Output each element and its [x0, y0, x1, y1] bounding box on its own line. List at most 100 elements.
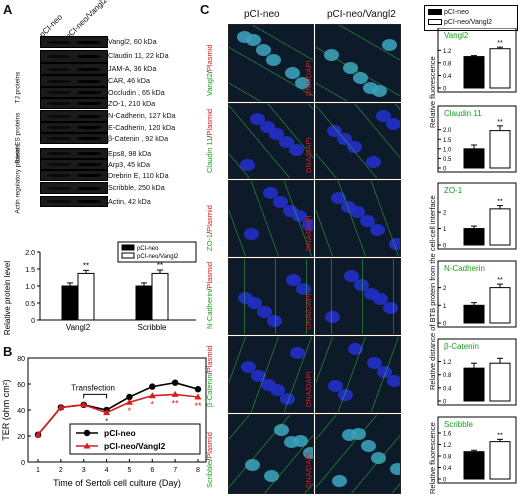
nucleus [382, 39, 397, 51]
blot-strip [40, 36, 108, 48]
nucleus [279, 136, 294, 148]
legend-label: pCI-neo [104, 428, 136, 438]
y-axis-label: Relative protein level [3, 261, 12, 335]
category-label: Vangl2 [66, 323, 91, 332]
blot-strip [40, 122, 108, 133]
membrane-stain [229, 104, 313, 178]
y-tick-label: 1.5 [25, 267, 35, 274]
blot-strip [40, 50, 108, 63]
nucleus [348, 343, 363, 355]
micrograph-row-label-dna: DNA/DAPI [304, 453, 313, 488]
legend-box [69, 423, 201, 455]
membrane-stain [316, 104, 400, 178]
mini-bar-chart: 0 0.4 0.8 1.2 1.6 Scribble ** [437, 416, 517, 484]
blot-strip [40, 196, 108, 207]
bar [489, 130, 511, 169]
stain-plasmid: Plasmid [205, 345, 214, 373]
stain-dna: DNA/DAPI [304, 137, 313, 173]
y-tick-label: 1.2 [443, 49, 452, 55]
blot-band [47, 67, 71, 71]
micrograph-row-label: β-Catenin/Plasmid [205, 345, 214, 407]
y-tick-label: 0 [21, 460, 25, 467]
nucleus [296, 283, 311, 295]
group-label-tj: TJ proteins [14, 71, 22, 104]
membrane-stain [316, 415, 400, 493]
membrane-stain [316, 259, 400, 334]
panel-b-line-chart: 0 20 40 60 80 1 2 3 4 5 6 7 8 TER (ohm cm²) Time of Se… [1, 356, 207, 488]
nucleus [246, 34, 261, 46]
panel-a-letter: A [3, 2, 13, 17]
blot-label: E-Cadherin, 120 kDa [108, 123, 176, 132]
blot-strip [40, 148, 108, 159]
blot-band [47, 200, 71, 204]
micrograph-left [228, 103, 314, 179]
micrograph-left [228, 180, 314, 257]
blot-strip [40, 110, 108, 122]
nucleus [343, 62, 358, 74]
y-tick-label: 1 [443, 304, 447, 310]
nucleus [251, 370, 266, 382]
y-tick-label: 0 [443, 478, 447, 484]
nucleus [360, 215, 375, 227]
blot-strip [40, 75, 108, 87]
blot-band [77, 54, 101, 59]
lane-header-vangl2: pCI-neo/Vangl2 [63, 0, 109, 41]
nucleus [293, 435, 308, 447]
nucleus [376, 110, 391, 122]
mini-bar-chart: 0 0.4 0.8 1.2 Vangl2 ** [437, 28, 517, 93]
chart-frame [437, 182, 517, 250]
stain-protein: N-Cadherin [205, 290, 214, 329]
y-tick-label: 2.0 [443, 128, 452, 134]
micrograph-left [228, 258, 314, 335]
nucleus [274, 424, 289, 436]
y-tick-label: 0 [443, 244, 447, 250]
blot-band [77, 163, 101, 167]
significance-mark: ** [172, 398, 180, 408]
nucleus [366, 156, 381, 168]
x-tick-label: 5 [127, 467, 131, 474]
blot-label: Eps8, 98 kDa [108, 149, 152, 158]
y-tick-label: 0 [443, 400, 447, 406]
data-point [194, 386, 202, 393]
data-point [103, 409, 111, 416]
chart-title: Vangl2 [444, 31, 469, 40]
stain-protein: ZO-1 [205, 233, 214, 251]
bar [61, 285, 79, 321]
data-point [125, 398, 133, 405]
membrane-stain [229, 25, 313, 101]
x-tick-label: 4 [105, 467, 109, 474]
legend-label: pCI-neo/Vangl2 [104, 441, 166, 451]
nucleus [325, 311, 340, 323]
y-tick-label: 2.0 [25, 250, 35, 257]
y-tick-label: 1.0 [443, 147, 452, 153]
chart-frame [437, 260, 517, 328]
blot-band [47, 114, 71, 118]
y-tick-label: 40 [17, 408, 25, 415]
membrane-stain [229, 259, 313, 334]
blot-label: JAM-A, 36 kDa [108, 64, 157, 73]
nucleus [263, 187, 278, 199]
nucleus [370, 224, 385, 236]
significance-mark: * [128, 406, 132, 416]
legend-item-vangl2: pCI-neo/Vangl2 [428, 19, 492, 26]
nucleus [266, 54, 281, 66]
blot-strip [40, 63, 108, 75]
nucleus [351, 428, 366, 440]
stain-plasmid: Plasmid [205, 432, 214, 459]
ylabel-c-bottom: Relative fluorescence [428, 422, 437, 494]
blot-label: ZO-1, 210 kDa [108, 99, 156, 108]
blot-band [77, 91, 101, 95]
stain-dna: DNA/DAPI [304, 215, 313, 251]
legend-marker [83, 442, 91, 449]
blot-band [47, 91, 71, 95]
group-label-actin: Actin regulatory proteins [14, 144, 22, 214]
y-tick-label: 1.2 [443, 360, 452, 366]
significance-mark: * [151, 400, 155, 410]
legend-marker [83, 429, 91, 437]
ylabel-c-mid: Relative distance of BTB protein from th… [428, 195, 437, 390]
y-tick-label: 0.4 [443, 386, 452, 392]
bar [489, 287, 511, 324]
significance-mark: ** [497, 432, 503, 439]
blot-band [47, 40, 71, 44]
panel-c-bar-charts: 0 0.4 0.8 1.2 Vangl2 ** 0 0.5 1.0 1.5 2.0 Claudin 1… [437, 28, 517, 484]
